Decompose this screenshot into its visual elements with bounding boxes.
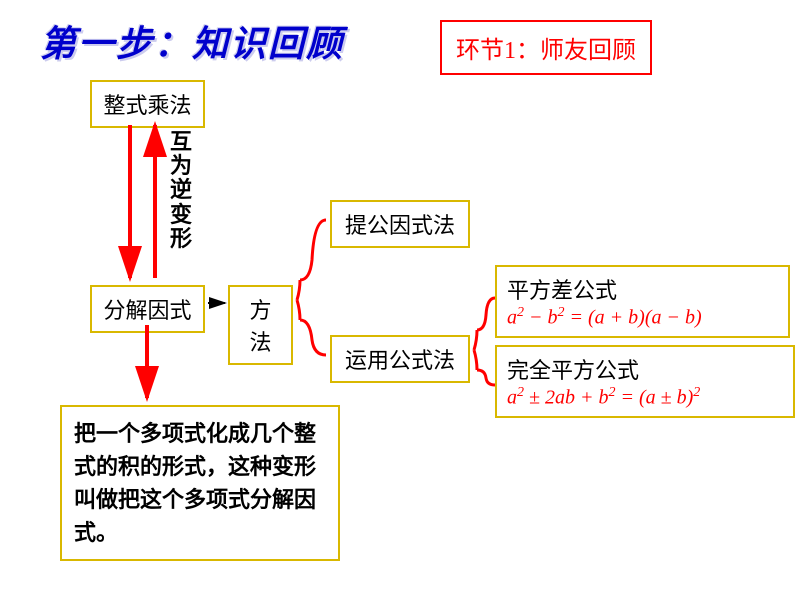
formula1-math: a2 − b2 = (a + b)(a − b)	[507, 305, 778, 330]
vertical-arrow-label: 互为逆变形	[170, 130, 194, 251]
box-method2: 运用公式法	[330, 335, 470, 383]
box-polymul: 整式乘法	[90, 80, 205, 128]
box-method1: 提公因式法	[330, 200, 470, 248]
formula-diff-squares: 平方差公式 a2 − b2 = (a + b)(a − b)	[495, 265, 790, 338]
segment-label: 环节1：师友回顾	[440, 20, 652, 75]
formula-perfect-square: 完全平方公式 a2 ± 2ab + b2 = (a ± b)2	[495, 345, 795, 418]
formula2-math: a2 ± 2ab + b2 = (a ± b)2	[507, 385, 783, 410]
box-method: 方法	[228, 285, 293, 365]
formula1-label: 平方差公式	[507, 273, 778, 305]
box-factor: 分解因式	[90, 285, 205, 333]
step-title: 第一步：知识回顾	[40, 15, 344, 67]
formula2-label: 完全平方公式	[507, 353, 783, 385]
definition-box: 把一个多项式化成几个整式的积的形式，这种变形叫做把这个多项式分解因式。	[60, 405, 340, 561]
